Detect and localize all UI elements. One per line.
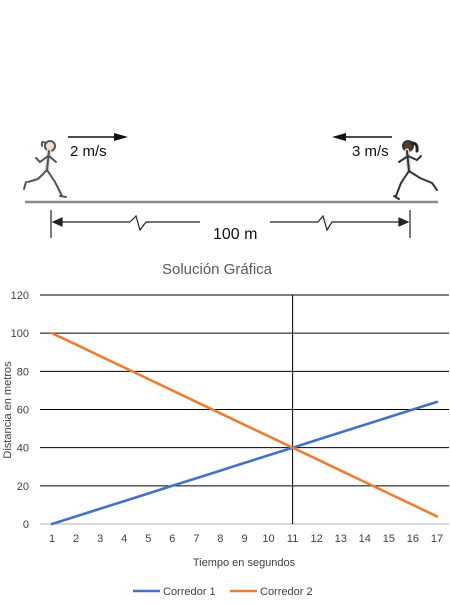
y-axis-label: Distancia en metros: [2, 361, 14, 459]
x-tick-labels: 1 2 3 4 5 6 7 8 9 10 11 12 13 14 15 16 17: [49, 533, 443, 545]
y-tick-label: 0: [23, 519, 29, 531]
x-tick-label: 10: [262, 533, 274, 545]
x-tick-label: 5: [145, 533, 151, 545]
runner-left-speed: 2 m/s: [70, 143, 107, 160]
x-tick-label: 4: [121, 533, 127, 545]
y-tick-label: 60: [17, 405, 29, 417]
x-tick-label: 15: [383, 533, 395, 545]
chart-legend: Corredor 1 Corredor 2: [133, 586, 313, 598]
y-tick-label: 80: [17, 366, 29, 378]
chart-title: Solución Gráfica: [162, 261, 273, 278]
x-tick-label: 11: [287, 533, 298, 545]
y-tick-labels: 0 20 40 60 80 100 120: [11, 290, 29, 531]
distance-dimension: [50, 210, 411, 238]
y-tick-label: 20: [17, 481, 29, 493]
x-tick-label: 7: [193, 533, 199, 545]
arrow-left-icon: [332, 133, 392, 141]
x-tick-label: 9: [241, 533, 247, 545]
x-tick-label: 14: [359, 533, 371, 545]
y-tick-label: 120: [11, 290, 29, 302]
x-tick-label: 2: [73, 533, 79, 545]
legend-label: Corredor 2: [260, 586, 313, 598]
runner-right-speed: 3 m/s: [352, 143, 389, 160]
runners-scene: 2 m/s 3 m/s 100 m: [0, 0, 450, 250]
runner-left-icon: [23, 140, 67, 198]
y-tick-label: 40: [17, 443, 29, 455]
grid-layer: [40, 294, 449, 525]
series-line-2: [50, 331, 439, 518]
x-axis-label: Tiempo en segundos: [193, 557, 296, 569]
legend-label: Corredor 1: [163, 586, 216, 598]
x-tick-label: 16: [407, 533, 419, 545]
series-line-1: [50, 400, 439, 526]
x-tick-label: 17: [431, 533, 443, 545]
x-tick-label: 6: [169, 533, 175, 545]
x-tick-label: 3: [97, 533, 103, 545]
runner-right-icon: [393, 140, 438, 200]
distance-label: 100 m: [213, 226, 258, 243]
x-tick-label: 13: [335, 533, 347, 545]
y-tick-label: 100: [11, 328, 29, 340]
series-layer: [50, 331, 439, 526]
scene-drawing: [23, 133, 438, 238]
x-tick-label: 8: [217, 533, 223, 545]
x-tick-label: 12: [311, 533, 323, 545]
arrow-right-icon: [68, 133, 128, 141]
x-tick-label: 1: [49, 533, 55, 545]
